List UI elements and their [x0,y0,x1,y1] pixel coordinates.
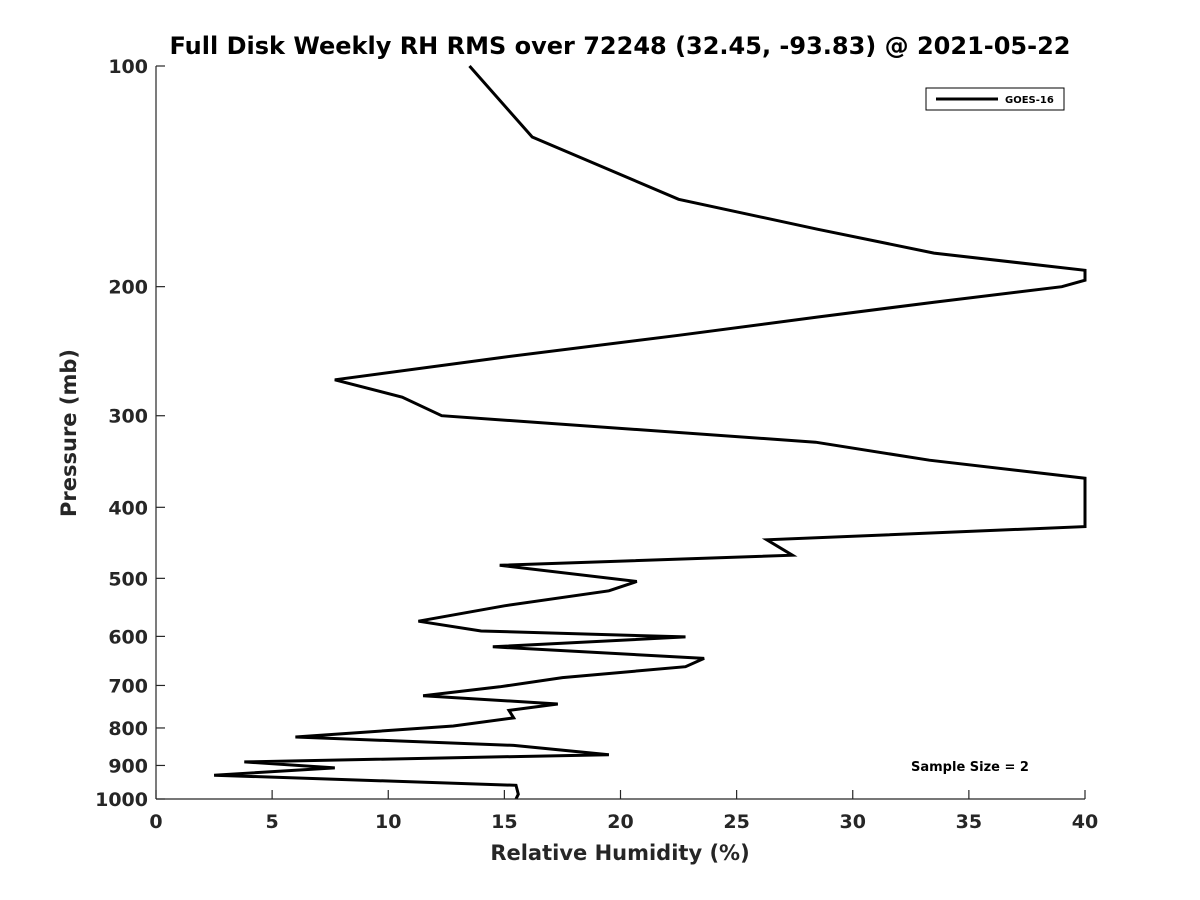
series-layer [214,65,1087,800]
x-tick-label: 15 [491,811,517,833]
x-tick-label: 35 [956,811,982,833]
y-tick-label: 100 [108,56,148,78]
x-tick-label: 10 [375,811,401,833]
y-tick-label: 200 [108,277,148,299]
y-tick-label: 600 [108,626,148,648]
y-tick-label: 900 [108,755,148,777]
plot-area: 0 5 10 15 20 25 30 35 40 100 200 300 400 500 600 700 80… [95,56,1098,833]
x-tick-label: 0 [149,811,162,833]
y-tick-label: 300 [108,406,148,428]
x-ticks: 0 5 10 15 20 25 30 35 40 [149,790,1098,833]
x-tick-label: 25 [723,811,749,833]
x-tick-label: 5 [266,811,279,833]
y-tick-label: 800 [108,718,148,740]
legend-entry-goes-16: GOES-16 [1005,95,1054,106]
x-tick-label: 30 [840,811,866,833]
legend: GOES-16 [925,87,1065,111]
y-ticks: 100 200 300 400 500 600 700 800 900 1000 [95,56,165,811]
y-tick-label: 500 [108,568,148,590]
x-tick-label: 40 [1072,811,1098,833]
x-tick-label: 20 [607,811,633,833]
y-tick-label: 700 [108,675,148,697]
y-tick-label: 400 [108,497,148,519]
sample-size-annotation: Sample Size = 2 [911,760,1029,775]
chart-title: Full Disk Weekly RH RMS over 72248 (32.4… [169,32,1070,60]
x-axis-label: Relative Humidity (%) [490,841,749,865]
y-tick-label: 1000 [95,789,148,811]
series-line-goes-16 [214,65,1087,800]
y-axis-label: Pressure (mb) [57,349,81,517]
